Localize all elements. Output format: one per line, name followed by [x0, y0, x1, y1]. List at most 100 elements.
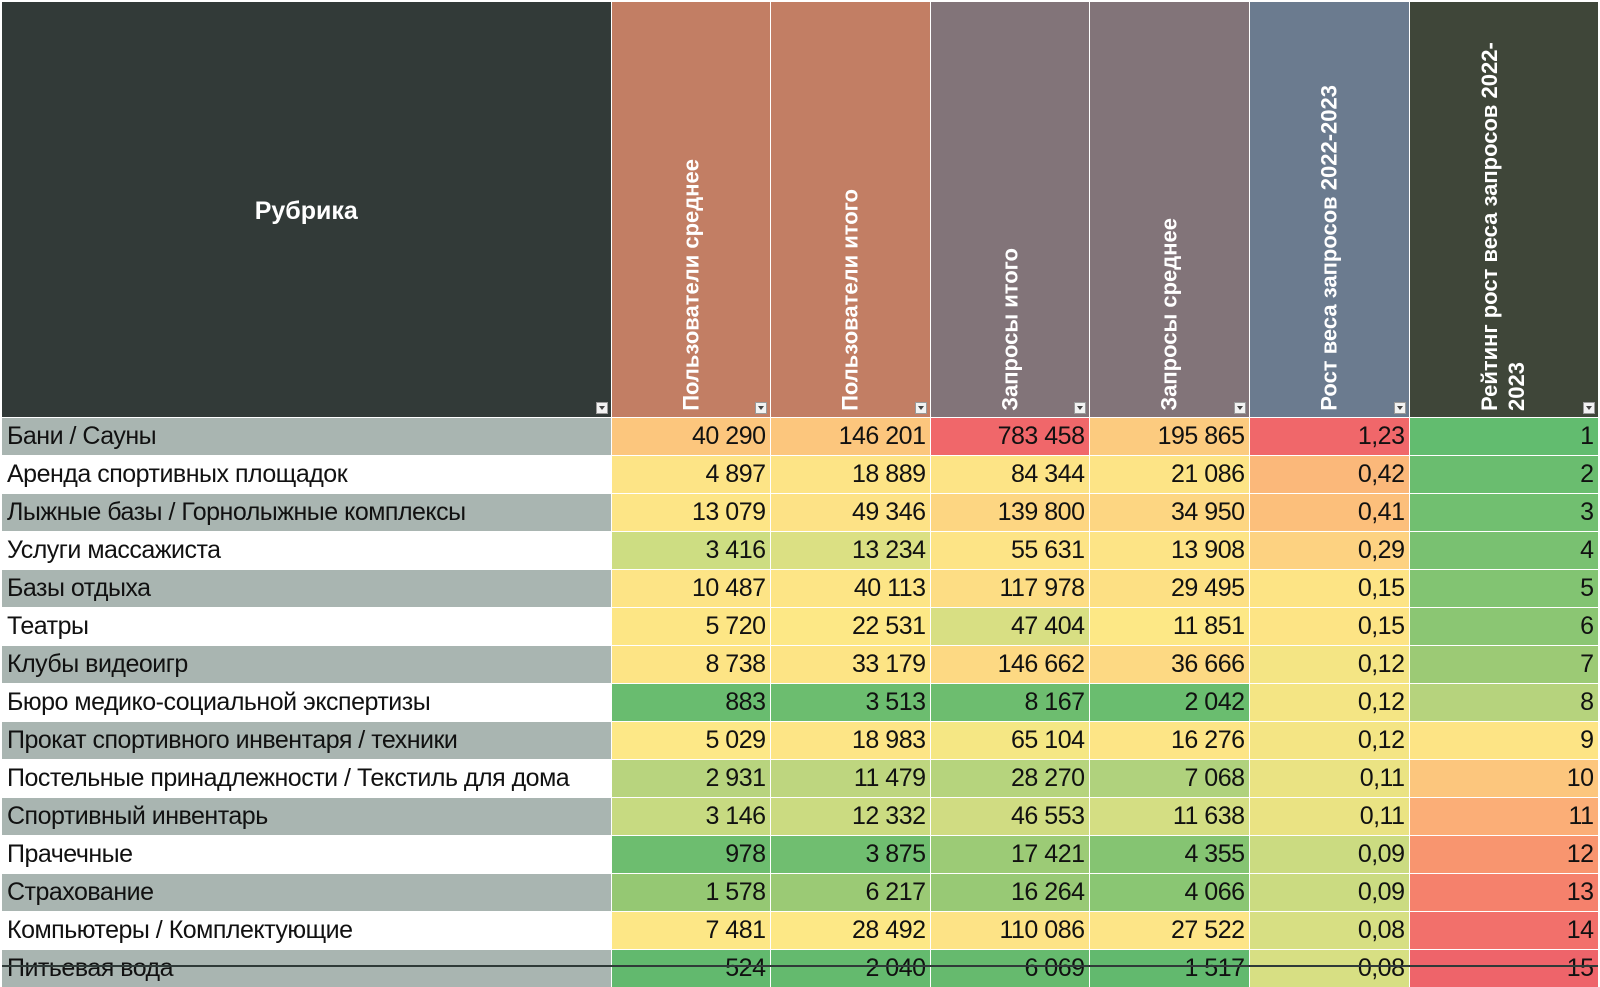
cell-value[interactable]: 40 113: [770, 570, 930, 608]
cell-value[interactable]: 22 531: [770, 608, 930, 646]
cell-value[interactable]: 524: [611, 950, 770, 987]
cell-value[interactable]: 18 983: [770, 722, 930, 760]
header-users-avg[interactable]: Пользователи среднее: [611, 2, 770, 418]
cell-value[interactable]: 0,08: [1249, 950, 1409, 987]
cell-value[interactable]: 3 513: [770, 684, 930, 722]
cell-value[interactable]: 4 897: [611, 456, 770, 494]
cell-rubric[interactable]: Прокат спортивного инвентаря / техники: [2, 722, 611, 760]
cell-value[interactable]: 2: [1409, 456, 1598, 494]
cell-value[interactable]: 10: [1409, 760, 1598, 798]
cell-rubric[interactable]: Базы отдыха: [2, 570, 611, 608]
cell-value[interactable]: 0,15: [1249, 608, 1409, 646]
filter-dropdown-icon[interactable]: [1394, 402, 1406, 414]
cell-value[interactable]: 55 631: [930, 532, 1089, 570]
cell-value[interactable]: 110 086: [930, 912, 1089, 950]
cell-value[interactable]: 0,42: [1249, 456, 1409, 494]
cell-value[interactable]: 8 167: [930, 684, 1089, 722]
cell-rubric[interactable]: Театры: [2, 608, 611, 646]
cell-rubric[interactable]: Бани / Сауны: [2, 418, 611, 456]
cell-value[interactable]: 0,09: [1249, 836, 1409, 874]
cell-value[interactable]: 29 495: [1089, 570, 1249, 608]
cell-value[interactable]: 9: [1409, 722, 1598, 760]
cell-value[interactable]: 1,23: [1249, 418, 1409, 456]
cell-value[interactable]: 0,12: [1249, 684, 1409, 722]
cell-value[interactable]: 0,12: [1249, 646, 1409, 684]
cell-value[interactable]: 13: [1409, 874, 1598, 912]
cell-value[interactable]: 6 069: [930, 950, 1089, 987]
filter-dropdown-icon[interactable]: [915, 402, 927, 414]
cell-value[interactable]: 14: [1409, 912, 1598, 950]
cell-value[interactable]: 21 086: [1089, 456, 1249, 494]
cell-rubric[interactable]: Компьютеры / Комплектующие: [2, 912, 611, 950]
cell-value[interactable]: 3 416: [611, 532, 770, 570]
cell-value[interactable]: 6: [1409, 608, 1598, 646]
cell-value[interactable]: 13 234: [770, 532, 930, 570]
cell-rubric[interactable]: Клубы видеоигр: [2, 646, 611, 684]
cell-value[interactable]: 18 889: [770, 456, 930, 494]
cell-value[interactable]: 0,15: [1249, 570, 1409, 608]
cell-value[interactable]: 28 270: [930, 760, 1089, 798]
cell-value[interactable]: 783 458: [930, 418, 1089, 456]
cell-value[interactable]: 0,29: [1249, 532, 1409, 570]
cell-value[interactable]: 16 276: [1089, 722, 1249, 760]
cell-value[interactable]: 7 068: [1089, 760, 1249, 798]
cell-value[interactable]: 0,41: [1249, 494, 1409, 532]
cell-value[interactable]: 8 738: [611, 646, 770, 684]
cell-value[interactable]: 13 079: [611, 494, 770, 532]
cell-rubric[interactable]: Постельные принадлежности / Текстиль для…: [2, 760, 611, 798]
filter-dropdown-icon[interactable]: [755, 402, 767, 414]
cell-value[interactable]: 7 481: [611, 912, 770, 950]
cell-value[interactable]: 1 578: [611, 874, 770, 912]
cell-value[interactable]: 6 217: [770, 874, 930, 912]
cell-value[interactable]: 1 517: [1089, 950, 1249, 987]
cell-value[interactable]: 36 666: [1089, 646, 1249, 684]
cell-value[interactable]: 195 865: [1089, 418, 1249, 456]
cell-value[interactable]: 10 487: [611, 570, 770, 608]
header-requests-avg[interactable]: Запросы среднее: [1089, 2, 1249, 418]
cell-value[interactable]: 46 553: [930, 798, 1089, 836]
cell-value[interactable]: 0,09: [1249, 874, 1409, 912]
cell-value[interactable]: 3 146: [611, 798, 770, 836]
cell-value[interactable]: 11: [1409, 798, 1598, 836]
cell-value[interactable]: 11 851: [1089, 608, 1249, 646]
cell-value[interactable]: 28 492: [770, 912, 930, 950]
cell-rubric[interactable]: Бюро медико-социальной экспертизы: [2, 684, 611, 722]
cell-value[interactable]: 15: [1409, 950, 1598, 987]
filter-dropdown-icon[interactable]: [1234, 402, 1246, 414]
filter-dropdown-icon[interactable]: [596, 402, 608, 414]
cell-value[interactable]: 13 908: [1089, 532, 1249, 570]
cell-value[interactable]: 49 346: [770, 494, 930, 532]
cell-value[interactable]: 11 638: [1089, 798, 1249, 836]
cell-rubric[interactable]: Услуги массажиста: [2, 532, 611, 570]
cell-value[interactable]: 5: [1409, 570, 1598, 608]
cell-value[interactable]: 17 421: [930, 836, 1089, 874]
cell-value[interactable]: 65 104: [930, 722, 1089, 760]
cell-rubric[interactable]: Страхование: [2, 874, 611, 912]
filter-dropdown-icon[interactable]: [1583, 402, 1595, 414]
cell-value[interactable]: 8: [1409, 684, 1598, 722]
cell-value[interactable]: 146 662: [930, 646, 1089, 684]
header-growth[interactable]: Рост веса запросов 2022-2023: [1249, 2, 1409, 418]
cell-value[interactable]: 84 344: [930, 456, 1089, 494]
cell-value[interactable]: 4: [1409, 532, 1598, 570]
cell-value[interactable]: 2 040: [770, 950, 930, 987]
header-rubric[interactable]: Рубрика: [2, 2, 611, 418]
cell-value[interactable]: 27 522: [1089, 912, 1249, 950]
cell-value[interactable]: 117 978: [930, 570, 1089, 608]
cell-value[interactable]: 47 404: [930, 608, 1089, 646]
cell-value[interactable]: 12 332: [770, 798, 930, 836]
cell-rubric[interactable]: Питьевая вода: [2, 950, 611, 987]
cell-value[interactable]: 5 720: [611, 608, 770, 646]
filter-dropdown-icon[interactable]: [1074, 402, 1086, 414]
cell-value[interactable]: 33 179: [770, 646, 930, 684]
cell-value[interactable]: 7: [1409, 646, 1598, 684]
cell-value[interactable]: 11 479: [770, 760, 930, 798]
cell-value[interactable]: 139 800: [930, 494, 1089, 532]
cell-value[interactable]: 5 029: [611, 722, 770, 760]
header-requests-total[interactable]: Запросы итого: [930, 2, 1089, 418]
cell-value[interactable]: 2 042: [1089, 684, 1249, 722]
header-rating[interactable]: Рейтинг рост веса запросов 2022-2023: [1409, 2, 1598, 418]
cell-value[interactable]: 0,12: [1249, 722, 1409, 760]
cell-value[interactable]: 883: [611, 684, 770, 722]
cell-value[interactable]: 2 931: [611, 760, 770, 798]
